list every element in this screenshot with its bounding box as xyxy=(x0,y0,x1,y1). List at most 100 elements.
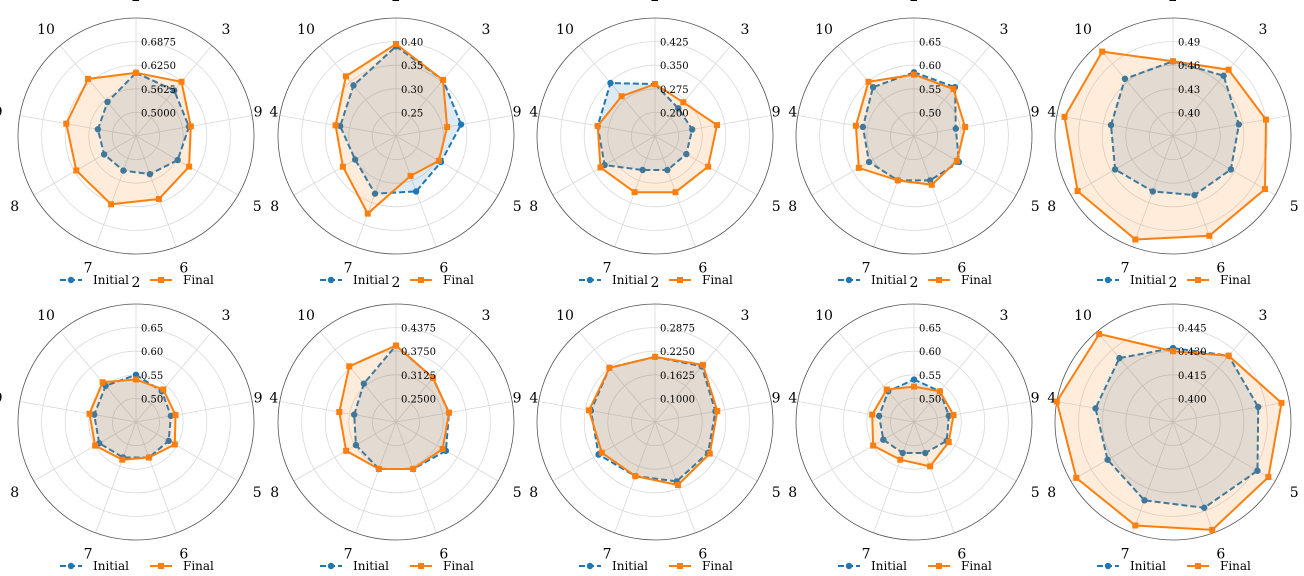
series-final-point xyxy=(950,85,957,92)
series-final-point xyxy=(962,123,969,130)
outer-frame xyxy=(1054,17,1292,255)
series-final-point xyxy=(674,481,681,488)
legend: Initial Final xyxy=(579,273,733,287)
category-label: 8 xyxy=(529,485,538,501)
series-initial-area xyxy=(340,46,462,194)
r-tick-label: 0.425 xyxy=(660,38,689,49)
spoke-line xyxy=(1172,135,1214,248)
series-final-point xyxy=(652,353,658,360)
series-final-point xyxy=(332,122,339,129)
series-initial-area xyxy=(1111,61,1239,196)
series-final-point xyxy=(606,364,613,371)
legend-final-marker xyxy=(677,563,683,569)
category-label: 3 xyxy=(482,22,491,38)
category-label: 4 xyxy=(529,391,538,407)
spoke-line xyxy=(395,115,513,137)
series-final-point xyxy=(699,361,706,368)
category-label: 3 xyxy=(1000,22,1009,38)
spoke-line xyxy=(19,401,137,423)
spoke-line xyxy=(355,421,397,534)
series-initial-point xyxy=(1121,75,1129,82)
category-label: 10 xyxy=(556,308,574,324)
spoke-line xyxy=(913,331,991,423)
spoke-line xyxy=(538,401,656,423)
series-final-point xyxy=(342,73,349,80)
spoke-line xyxy=(797,401,915,423)
series-initial-line xyxy=(339,45,463,195)
legend-initial-label: Initial xyxy=(93,273,129,287)
r-tick-label: 0.2875 xyxy=(660,324,695,335)
legend-final-marker xyxy=(1195,563,1201,569)
r-tick-label: 0.35 xyxy=(401,61,423,72)
spoke-line xyxy=(873,421,915,534)
outer-frame xyxy=(17,17,255,255)
category-label: 7 xyxy=(1121,547,1130,563)
category-label: 4 xyxy=(1047,105,1056,121)
series-initial-line xyxy=(93,373,172,459)
spoke-line xyxy=(33,135,137,196)
series-initial-area xyxy=(94,374,171,458)
series-final-point xyxy=(187,123,194,130)
series-initial-point xyxy=(352,441,360,449)
outer-frame xyxy=(536,303,774,541)
series-final-area xyxy=(66,72,191,205)
series-initial-point xyxy=(100,151,108,158)
spoke-line xyxy=(811,421,915,482)
category-label: 5 xyxy=(1290,199,1299,215)
series-initial-point xyxy=(922,449,929,457)
outer-frame xyxy=(277,303,515,541)
series-final-point xyxy=(445,409,452,416)
category-label: 5 xyxy=(1031,485,1040,501)
spoke-line xyxy=(913,421,1017,482)
category-label: 9 xyxy=(0,105,3,121)
r-tick-label: 0.30 xyxy=(401,85,423,96)
category-label: 3 xyxy=(741,308,750,324)
category-label: 4 xyxy=(1047,391,1056,407)
series-final-point xyxy=(883,386,890,393)
series-final-point xyxy=(440,76,447,83)
series-final-point xyxy=(343,447,350,454)
category-label: 9 xyxy=(1031,105,1040,121)
legend-initial-label: Initial xyxy=(1130,559,1166,573)
series-final-point xyxy=(160,386,167,393)
r-tick-label: 0.60 xyxy=(141,347,163,358)
series-final-point xyxy=(945,439,952,446)
category-label: 6 xyxy=(179,547,188,563)
series-final-point xyxy=(1132,522,1139,529)
legend-final-label: Final xyxy=(183,273,214,287)
series-final-point xyxy=(393,40,399,47)
series-initial-point xyxy=(171,87,178,94)
legend-initial-label: Initial xyxy=(353,559,389,573)
series-final-point xyxy=(171,441,178,448)
series-final-area xyxy=(872,386,954,467)
category-label: 7 xyxy=(862,261,871,277)
legend: Initial Final xyxy=(320,559,474,573)
series-final-point xyxy=(618,93,625,100)
category-label: 2 xyxy=(132,0,141,5)
spoke-line xyxy=(1096,331,1174,423)
series-final-point xyxy=(1225,66,1232,73)
series-initial-area xyxy=(879,379,949,453)
category-label: 2 xyxy=(392,0,401,5)
category-label: 2 xyxy=(132,275,141,291)
outer-frame xyxy=(17,303,255,541)
series-initial-point xyxy=(1092,405,1099,412)
r-tick-label: 0.55 xyxy=(919,371,941,382)
series-final-point xyxy=(927,463,934,470)
radar-chart-2: 0.25 0.30 0.35 0.40 2 3 4 5 6 7 8 9 10 Initial Final xyxy=(254,0,539,287)
series-final-point xyxy=(178,78,185,85)
category-label: 6 xyxy=(1216,261,1225,277)
r-tick-label: 0.430 xyxy=(1178,347,1207,358)
r-tick-label: 0.50 xyxy=(141,394,163,405)
legend-initial-marker xyxy=(845,276,853,284)
series-final-point xyxy=(1132,236,1139,243)
category-label: 10 xyxy=(297,22,315,38)
r-tick-label: 0.5000 xyxy=(141,108,176,119)
series-final-area xyxy=(1064,51,1266,240)
series-initial-point xyxy=(865,158,873,166)
series-initial-point xyxy=(120,167,127,174)
category-label: 6 xyxy=(439,261,448,277)
spoke-line xyxy=(1172,45,1250,137)
category-label: 10 xyxy=(815,22,833,38)
category-label: 6 xyxy=(698,261,707,277)
